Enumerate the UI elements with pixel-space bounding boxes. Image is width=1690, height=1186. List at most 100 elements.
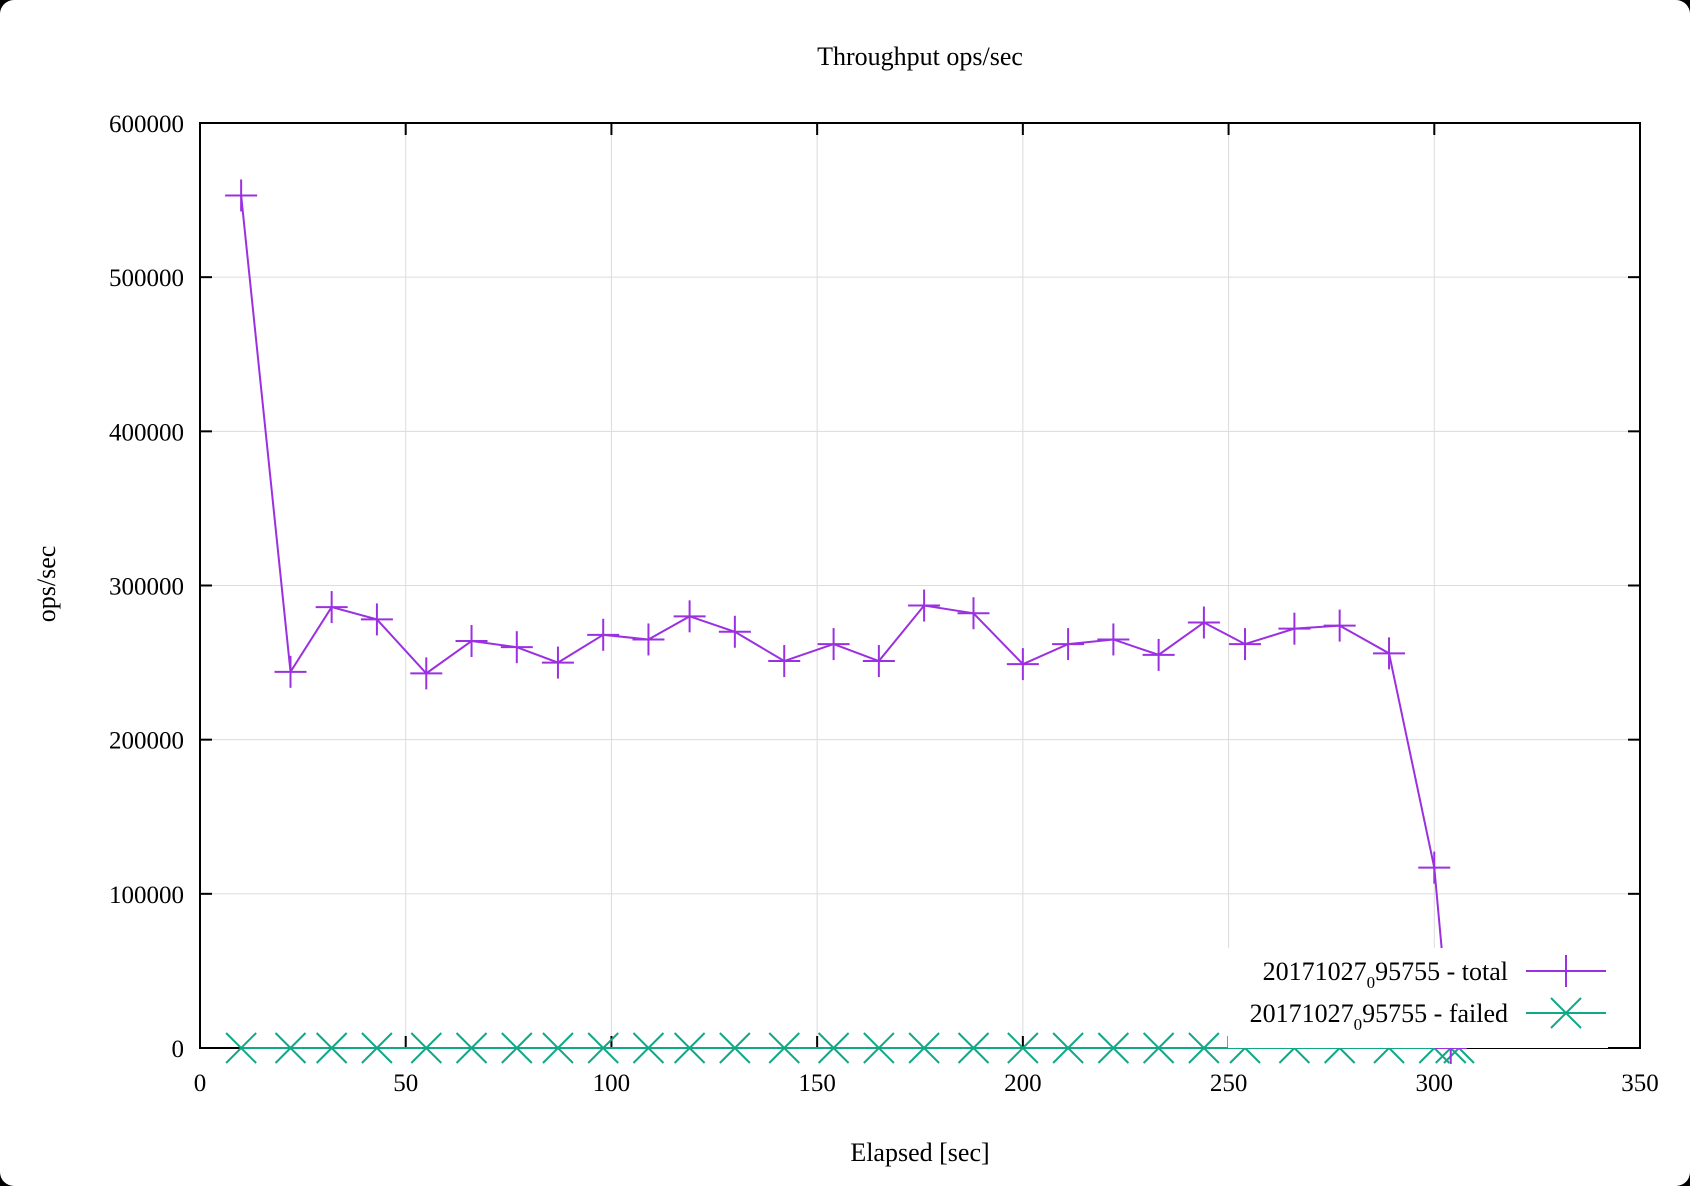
data-point-failed <box>673 1032 706 1064</box>
data-point-failed <box>768 1032 800 1064</box>
data-point-total <box>360 603 393 636</box>
data-point-total <box>500 631 533 664</box>
legend-total-rest: 95755 - total <box>1375 957 1508 986</box>
legend-total-date: 20171027 <box>1263 957 1367 986</box>
x-tick-label: 150 <box>798 1070 836 1097</box>
data-point-failed <box>587 1032 619 1064</box>
data-point-total <box>587 618 620 651</box>
marker-d2 <box>957 1032 990 1064</box>
marker-d2 <box>315 1032 348 1064</box>
y-tick-label: 100000 <box>109 882 184 909</box>
data-point-total <box>274 655 307 688</box>
legend-failed-subscript: 0 <box>1354 1015 1363 1034</box>
marker-d2 <box>719 1032 751 1064</box>
marker-d2 <box>501 1032 533 1064</box>
marker-d2 <box>673 1032 706 1064</box>
data-point-total <box>225 179 258 212</box>
marker-d2 <box>1097 1032 1130 1064</box>
y-axis-label: ops/sec <box>32 546 61 623</box>
legend: 20171027095755 - total 20171027095755 - … <box>1228 948 1608 1048</box>
legend-total-subscript: 0 <box>1367 973 1376 992</box>
grid-layer <box>200 123 1640 1048</box>
y-tick-label: 0 <box>172 1036 185 1063</box>
data-point-total <box>673 600 706 633</box>
data-point-total <box>315 591 348 624</box>
data-point-failed <box>1097 1032 1130 1064</box>
data-point-total <box>1373 637 1406 670</box>
legend-swatches <box>1526 955 1606 1029</box>
marker-d2 <box>361 1032 393 1064</box>
data-point-failed <box>315 1032 348 1064</box>
marker-d2 <box>1007 1032 1039 1064</box>
data-point-total <box>1278 612 1311 645</box>
y-tick-label: 500000 <box>109 265 184 292</box>
series-line-total <box>240 195 1452 1049</box>
data-point-total <box>1142 638 1175 671</box>
data-point-total <box>410 657 443 690</box>
data-point-total <box>817 628 850 661</box>
data-point-total <box>1229 628 1262 661</box>
legend-entry-failed: 20171027095755 - failed <box>1250 999 1508 1034</box>
marker-d2 <box>863 1032 895 1064</box>
data-point-failed <box>410 1032 442 1064</box>
data-point-failed <box>455 1032 488 1064</box>
legend-swatch-marker-failed <box>1550 997 1582 1029</box>
data-point-total <box>1323 609 1356 642</box>
x-tick-label: 200 <box>1004 1070 1042 1097</box>
data-point-total <box>1052 628 1085 661</box>
data-point-total <box>455 625 488 657</box>
data-point-failed <box>361 1032 393 1064</box>
marker-d2 <box>274 1032 307 1064</box>
data-point-failed <box>719 1032 751 1064</box>
data-point-failed <box>1142 1032 1175 1064</box>
data-point-failed <box>1052 1032 1084 1064</box>
marker-d2 <box>455 1032 488 1064</box>
chart-title: Throughput ops/sec <box>817 42 1023 71</box>
data-point-total <box>541 646 574 679</box>
data-point-failed <box>542 1032 574 1064</box>
data-point-total <box>1418 851 1451 884</box>
data-point-total <box>908 589 941 622</box>
marker-d2 <box>1142 1032 1175 1064</box>
y-tick-label: 300000 <box>109 574 184 601</box>
y-tick-label: 400000 <box>109 419 184 446</box>
data-point-failed <box>274 1032 307 1064</box>
x-axis-label: Elapsed [sec] <box>850 1138 989 1167</box>
marker-d2 <box>1550 997 1582 1029</box>
legend-failed-rest: 95755 - failed <box>1362 999 1508 1028</box>
x-tick-label: 100 <box>593 1070 631 1097</box>
y-tick-label: 200000 <box>109 728 184 755</box>
data-point-failed <box>817 1032 850 1064</box>
marker-d2 <box>632 1032 665 1064</box>
data-point-total <box>632 623 665 656</box>
marker-d2 <box>587 1032 619 1064</box>
x-tick-label: 50 <box>393 1070 418 1097</box>
data-point-failed <box>1188 1032 1220 1064</box>
marker-d2 <box>225 1032 257 1064</box>
data-point-failed <box>908 1032 940 1064</box>
legend-entry-total: 20171027095755 - total <box>1263 957 1508 992</box>
series-layer <box>225 179 1475 1064</box>
data-point-total <box>768 645 801 678</box>
y-tick-label: 600000 <box>109 111 184 138</box>
legend-failed-date: 20171027 <box>1250 999 1354 1028</box>
data-point-failed <box>225 1032 257 1064</box>
data-point-failed <box>1007 1032 1039 1064</box>
x-tick-label: 250 <box>1210 1070 1248 1097</box>
marker-d2 <box>1188 1032 1220 1064</box>
legend-swatch-marker-total <box>1550 955 1582 987</box>
x-tick-label: 350 <box>1621 1070 1659 1097</box>
data-point-total <box>718 615 751 648</box>
x-tick-label: 300 <box>1416 1070 1454 1097</box>
legend-background <box>1228 948 1608 1048</box>
marker-d2 <box>908 1032 940 1064</box>
marker-d2 <box>1052 1032 1084 1064</box>
data-point-failed <box>632 1032 665 1064</box>
x-tick-label: 0 <box>194 1070 207 1097</box>
data-point-total <box>862 645 895 678</box>
data-point-total <box>957 597 990 630</box>
marker-d2 <box>817 1032 850 1064</box>
data-point-failed <box>863 1032 895 1064</box>
